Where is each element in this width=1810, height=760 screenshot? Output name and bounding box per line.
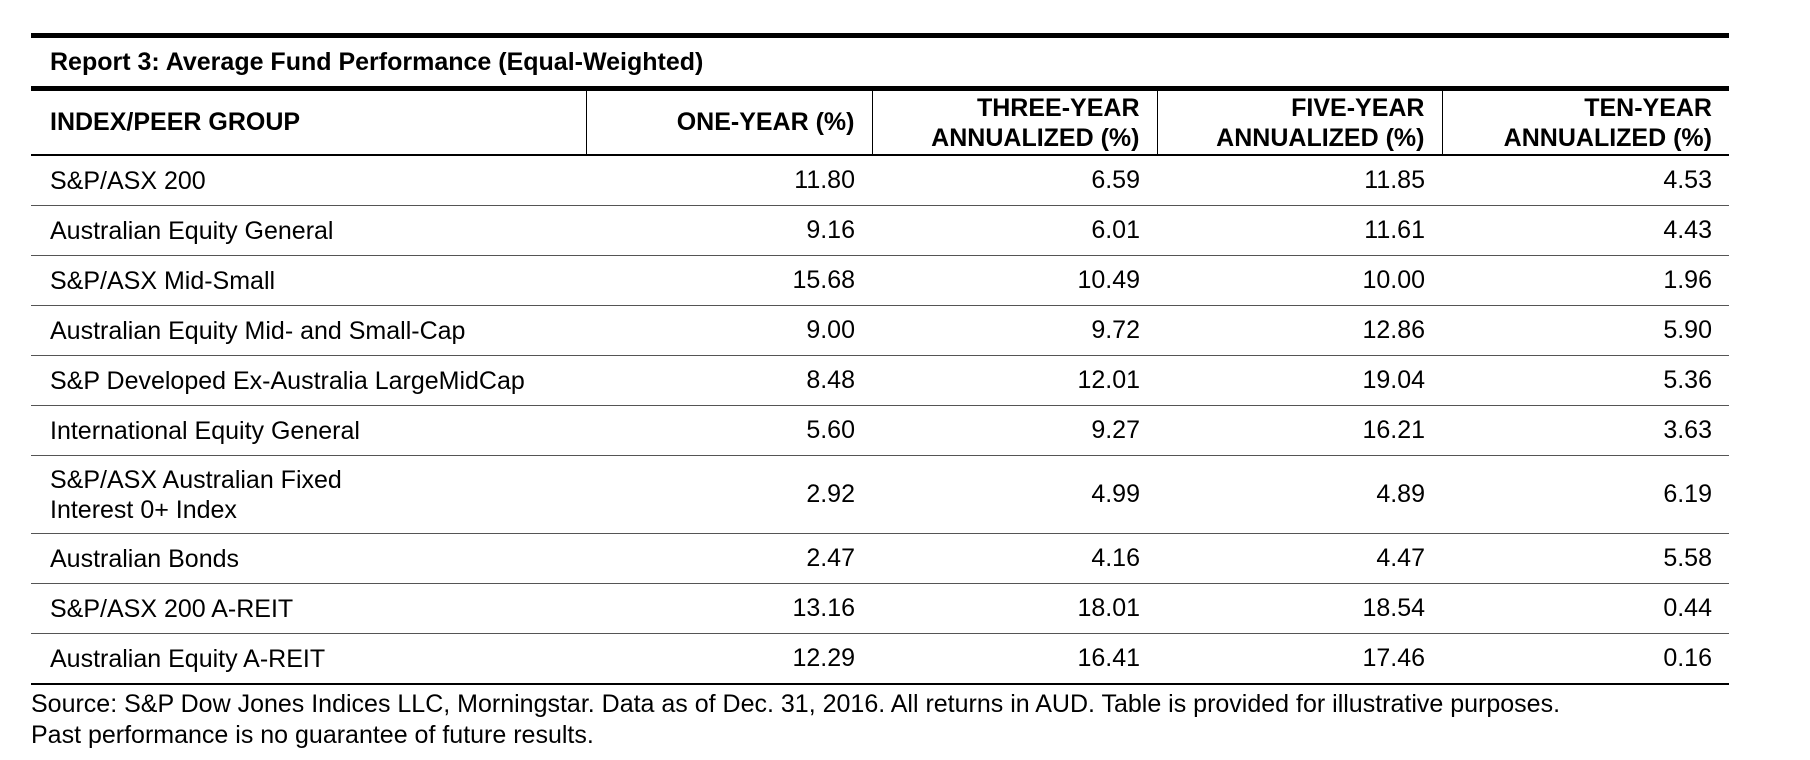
cell-three-year: 18.01 [1077,594,1140,622]
cell-ten-year: 5.58 [1663,544,1712,572]
cell-ten-year: 4.53 [1663,166,1712,194]
source-note: Source: S&P Dow Jones Indices LLC, Morni… [31,689,1729,751]
cell-five-year: 4.47 [1376,544,1425,572]
cell-ten-year: 5.36 [1663,366,1712,394]
cell-three-year: 9.27 [1091,416,1140,444]
cell-one-year: 2.47 [806,544,855,572]
cell-index-name: International Equity General [50,416,360,445]
cell-five-year: 17.46 [1362,644,1425,672]
table-row: Australian Bonds 2.47 4.16 4.47 5.58 [31,534,1729,584]
column-header-one-year: ONE-YEAR (%) [585,91,872,155]
table-row: Australian Equity Mid- and Small-Cap 9.00… [31,306,1729,356]
table-body: S&P/ASX 200 11.80 6.59 11.85 4.53 Australian … [31,155,1729,684]
table-row: Australian Equity A-REIT 12.29 16.41 17.46 0… [31,634,1729,684]
cell-three-year: 10.49 [1077,266,1140,294]
top-rule [31,33,1729,38]
column-header-index: INDEX/PEER GROUP [50,108,301,136]
report-title: Report 3: Average Fund Performance (Equa… [50,48,704,76]
cell-one-year: 5.60 [806,416,855,444]
cell-three-year: 9.72 [1091,316,1140,344]
cell-ten-year: 4.43 [1663,216,1712,244]
cell-index-name: Australian Equity General [50,216,334,245]
cell-one-year: 8.48 [806,366,855,394]
table-row: S&P Developed Ex-Australia LargeMidCap 8.… [31,356,1729,406]
performance-table: INDEX/PEER GROUP ONE-YEAR (%) THREE-YEAR… [31,91,1729,685]
cell-five-year: 11.61 [1364,216,1425,244]
cell-index-name: S&P/ASX Australian Fixed Interest 0+ Ind… [50,465,342,524]
cell-one-year: 9.00 [806,316,855,344]
column-header-ten-year: TEN-YEAR ANNUALIZED (%) [1441,91,1729,155]
source-line-1: Source: S&P Dow Jones Indices LLC, Morni… [31,690,1561,718]
cell-three-year: 12.01 [1077,366,1140,394]
cell-three-year: 6.01 [1091,216,1140,244]
source-line-2: Past performance is no guarantee of futu… [31,721,594,749]
table-row: S&P/ASX 200 11.80 6.59 11.85 4.53 [31,155,1729,206]
report-table-block: Report 3: Average Fund Performance (Equa… [31,33,1729,751]
cell-three-year: 6.59 [1091,166,1140,194]
cell-index-name: S&P/ASX Mid-Small [50,266,276,295]
cell-ten-year: 0.16 [1663,644,1712,672]
cell-ten-year: 1.96 [1663,266,1712,294]
cell-index-name: S&P/ASX 200 A-REIT [50,594,294,623]
table-row: International Equity General 5.60 9.27 16.2… [31,406,1729,456]
cell-ten-year: 6.19 [1663,480,1712,508]
cell-one-year: 2.92 [806,480,855,508]
cell-five-year: 19.04 [1362,366,1425,394]
cell-index-name: S&P/ASX 200 [50,166,206,195]
cell-one-year: 15.68 [792,266,855,294]
table-row: Australian Equity General 9.16 6.01 11.61 4.… [31,206,1729,256]
table-header-row: INDEX/PEER GROUP ONE-YEAR (%) THREE-YEAR… [31,91,1729,155]
cell-one-year: 9.16 [806,216,855,244]
cell-five-year: 11.85 [1364,166,1425,194]
cell-index-name: Australian Bonds [50,544,240,573]
column-header-three-year: THREE-YEAR ANNUALIZED (%) [871,91,1157,155]
cell-one-year: 13.16 [792,594,855,622]
cell-index-name: Australian Equity Mid- and Small-Cap [50,316,466,345]
cell-ten-year: 0.44 [1663,594,1712,622]
cell-index-name: Australian Equity A-REIT [50,644,326,673]
cell-one-year: 11.80 [794,166,855,194]
cell-five-year: 16.21 [1362,416,1425,444]
cell-index-name: S&P Developed Ex-Australia LargeMidCap [50,366,525,395]
cell-ten-year: 5.90 [1663,316,1712,344]
cell-five-year: 10.00 [1362,266,1425,294]
title-rule [31,86,1729,91]
cell-five-year: 18.54 [1362,594,1425,622]
column-header-five-year: FIVE-YEAR ANNUALIZED (%) [1156,91,1442,155]
cell-ten-year: 3.63 [1663,416,1712,444]
cell-three-year: 4.16 [1091,544,1140,572]
table-row: S&P/ASX Mid-Small 15.68 10.49 10.00 1.96 [31,256,1729,306]
cell-five-year: 4.89 [1376,480,1425,508]
cell-one-year: 12.29 [792,644,855,672]
table-row: S&P/ASX 200 A-REIT 13.16 18.01 18.54 0.44 [31,584,1729,634]
cell-three-year: 16.41 [1077,644,1140,672]
cell-three-year: 4.99 [1091,480,1140,508]
cell-five-year: 12.86 [1362,316,1425,344]
table-row: S&P/ASX Australian Fixed Interest 0+ Ind… [31,456,1729,534]
